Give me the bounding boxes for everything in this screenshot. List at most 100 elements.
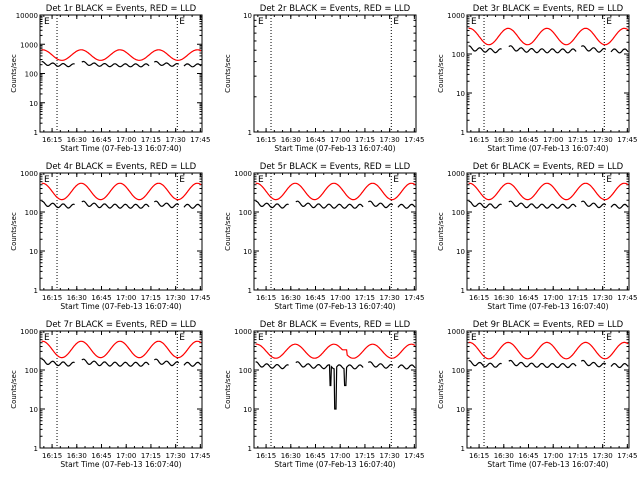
y-tick-label: 1 [248,287,252,295]
events-series-line [41,358,202,367]
x-tick-label: 17:45 [617,136,637,144]
e-marker-label: E [393,333,399,343]
x-tick-label: 17:00 [330,452,350,460]
chart-title: Det 9r BLACK = Events, RED = LLD [473,320,624,330]
x-axis-label: Start Time (07-Feb-13 16:07:40) [274,302,395,311]
y-tick-label: 10 [243,248,252,256]
events-series-line [255,361,416,410]
x-tick-label: 17:30 [593,452,613,460]
events-series-line [41,60,202,68]
x-tick-label: 16:15 [42,294,62,302]
plot-frame [466,14,630,133]
x-tick-label: 17:00 [543,452,563,460]
events-series-line [41,200,202,209]
chart-title: Det 8r BLACK = Events, RED = LLD [260,320,411,330]
y-tick-label: 100 [25,209,38,217]
y-tick-label: 1 [34,287,38,295]
e-marker-label: E [606,333,612,343]
e-marker-label: E [44,17,50,27]
x-tick-label: 16:15 [469,294,489,302]
e-marker-label: E [44,175,50,185]
x-tick-label: 17:15 [141,452,161,460]
x-axis-label: Start Time (07-Feb-13 16:07:40) [487,460,608,469]
e-marker-label: E [179,175,185,185]
chart-title: Det 2r BLACK = Events, RED = LLD [260,4,411,14]
x-tick-label: 16:30 [281,452,301,460]
x-axis-label: Start Time (07-Feb-13 16:07:40) [487,144,608,153]
plot-frame [466,330,630,449]
x-tick-label: 17:30 [593,294,613,302]
plot-frame [466,172,630,291]
x-tick-label: 17:15 [355,294,375,302]
y-tick-label: 100 [239,209,252,217]
panel-det-4: Det 4r BLACK = Events, RED = LLD 1 10 100 10… [10,162,210,311]
lld-series-line [41,182,202,201]
x-axis-label: Start Time (07-Feb-13 16:07:40) [60,460,181,469]
y-tick-label: 1 [248,445,252,453]
x-tick-label: 16:15 [256,294,276,302]
y-tick-label: 10 [29,406,38,414]
panel-det-2: Det 2r BLACK = Events, RED = LLD 1 10 16:15… [224,4,424,153]
x-tick-label: 17:15 [568,452,588,460]
events-series-line [468,200,629,209]
x-tick-label: 17:30 [593,136,613,144]
y-tick-label: 1000 [20,328,38,336]
x-tick-label: 16:45 [305,136,325,144]
x-tick-label: 16:30 [494,452,514,460]
e-marker-label: E [471,175,477,185]
e-marker-label: E [44,333,50,343]
panel-det-8: Det 8r BLACK = Events, RED = LLD 1 10 100 10… [224,320,424,469]
x-tick-label: 17:15 [568,136,588,144]
x-tick-label: 17:45 [190,136,210,144]
x-tick-label: 17:30 [380,136,400,144]
x-tick-label: 17:00 [116,452,136,460]
x-tick-label: 16:45 [518,136,538,144]
x-axis-label: Start Time (07-Feb-13 16:07:40) [274,460,395,469]
x-tick-label: 17:15 [355,136,375,144]
x-tick-label: 17:15 [141,136,161,144]
panel-det-9: Det 9r BLACK = Events, RED = LLD 1 10 100 10… [437,320,637,469]
x-tick-label: 17:30 [166,452,186,460]
x-tick-label: 16:30 [494,294,514,302]
events-series-line [468,45,629,54]
x-tick-label: 17:00 [543,294,563,302]
panel-det-3: Det 3r BLACK = Events, RED = LLD 1 10 100 10… [437,4,637,153]
x-tick-label: 16:30 [494,136,514,144]
chart-title: Det 1r BLACK = Events, RED = LLD [46,4,197,14]
y-axis-label: Counts/sec [224,212,232,251]
y-tick-label: 1 [461,287,465,295]
y-tick-label: 1000 [234,170,252,178]
y-axis-label: Counts/sec [437,212,445,251]
x-tick-label: 17:00 [330,294,350,302]
y-tick-label: 10 [456,406,465,414]
x-tick-label: 16:15 [42,452,62,460]
x-tick-label: 16:30 [67,294,87,302]
x-tick-label: 16:45 [305,452,325,460]
x-tick-label: 17:45 [404,294,424,302]
chart-title: Det 7r BLACK = Events, RED = LLD [46,320,197,330]
x-tick-label: 16:45 [91,294,111,302]
y-axis-label: Counts/sec [224,370,232,409]
panel-det-7: Det 7r BLACK = Events, RED = LLD 1 10 100 10… [10,320,210,469]
y-tick-label: 1000 [447,328,465,336]
lld-series-line [255,182,416,201]
x-tick-label: 17:45 [190,452,210,460]
y-axis-label: Counts/sec [224,54,232,93]
e-marker-label: E [471,333,477,343]
y-tick-label: 10 [29,248,38,256]
x-tick-label: 17:15 [568,294,588,302]
y-tick-label: 10 [243,406,252,414]
plot-frame [253,14,417,133]
plot-frame [253,172,417,291]
x-tick-label: 17:15 [141,294,161,302]
x-tick-label: 17:00 [116,294,136,302]
x-tick-label: 16:15 [256,452,276,460]
panel-det-5: Det 5r BLACK = Events, RED = LLD 1 10 100 10… [224,162,424,311]
y-tick-label: 1 [34,129,38,137]
y-tick-label: 100 [239,367,252,375]
events-series-line [468,359,629,369]
events-series-line [255,200,416,209]
y-tick-label: 100 [25,71,38,79]
x-axis-label: Start Time (07-Feb-13 16:07:40) [60,144,181,153]
y-tick-label: 1000 [447,12,465,20]
